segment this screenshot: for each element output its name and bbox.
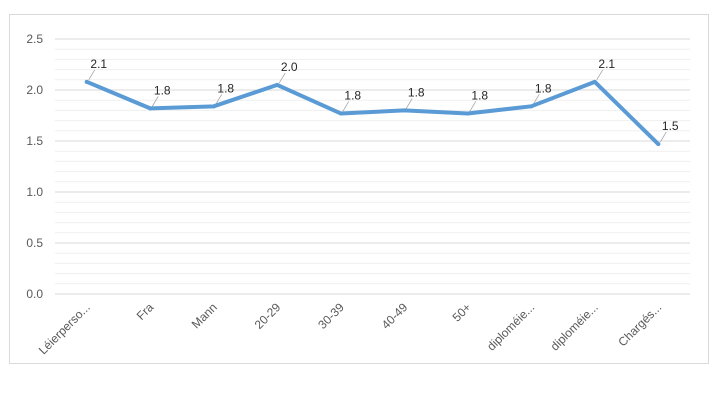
- leader-lines: [88, 69, 667, 143]
- data-label-leader: [532, 94, 540, 105]
- series-line: [84, 79, 661, 147]
- data-label: 1.5: [662, 119, 679, 133]
- y-tick-label: 0.0: [26, 287, 43, 301]
- data-label-leader: [151, 96, 159, 107]
- data-label-leader: [215, 94, 223, 105]
- data-label: 1.8: [535, 81, 552, 95]
- x-tick-label: 30-39: [315, 300, 347, 332]
- data-label-leader: [659, 131, 667, 143]
- data-label-leader: [405, 98, 413, 109]
- y-axis-ticks: 0.0 0.5 1.0 1.5 2.0 2.5: [26, 32, 43, 301]
- data-point: [84, 79, 89, 84]
- data-label-leader: [278, 72, 286, 84]
- chart-frame: [9, 14, 709, 364]
- gridlines: [55, 38, 690, 295]
- data-point: [338, 111, 343, 116]
- data-label: 1.8: [471, 88, 488, 102]
- x-tick-label: Fra: [134, 300, 157, 323]
- data-label: 2.1: [598, 57, 615, 71]
- x-tick-label: 20-29: [252, 300, 284, 332]
- data-point: [402, 108, 407, 113]
- data-label: 1.8: [154, 83, 171, 97]
- data-label-leader: [342, 101, 350, 112]
- y-tick-label: 1.5: [26, 134, 43, 148]
- data-label: 1.8: [408, 85, 425, 99]
- data-point: [275, 82, 280, 87]
- data-label-leader: [88, 69, 96, 81]
- x-tick-label: Chargés...: [615, 300, 664, 349]
- data-label-leader: [596, 69, 604, 81]
- x-tick-label: Léierperso...: [36, 300, 93, 357]
- y-tick-label: 2.0: [26, 83, 43, 97]
- data-point: [656, 142, 661, 147]
- data-label: 1.8: [217, 81, 234, 95]
- data-point: [465, 111, 470, 116]
- data-point: [148, 106, 153, 111]
- data-point: [211, 104, 216, 109]
- x-axis-ticks: Léierperso... Fra Mann 20-29 30-39 40-49 50+ di…: [36, 300, 665, 357]
- y-tick-label: 0.5: [26, 236, 43, 250]
- y-tick-label: 1.0: [26, 185, 43, 199]
- x-tick-label: Mann: [189, 300, 220, 331]
- x-tick-label: diploméie...: [484, 300, 537, 353]
- data-label: 2.1: [90, 57, 107, 71]
- x-tick-label: 50+: [450, 300, 474, 324]
- data-point: [592, 79, 597, 84]
- y-tick-label: 2.5: [26, 32, 43, 46]
- data-point: [529, 104, 534, 109]
- data-label: 2.0: [281, 60, 298, 74]
- series-group: [84, 79, 661, 147]
- data-label-leader: [469, 101, 477, 112]
- data-labels: 2.1 1.8 1.8 2.0 1.8 1.8 1.8 1.8 2.1 1.5: [90, 57, 679, 133]
- x-tick-label: 40-49: [379, 300, 411, 332]
- data-label: 1.8: [344, 88, 361, 102]
- x-tick-label: diploméie...: [548, 300, 601, 353]
